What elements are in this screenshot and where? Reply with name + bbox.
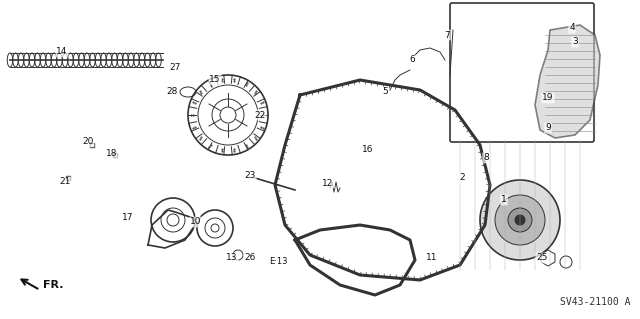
Text: 19: 19 [542, 93, 554, 102]
Text: 2: 2 [459, 174, 465, 182]
Polygon shape [535, 25, 600, 138]
Text: 14: 14 [56, 48, 68, 56]
Text: 27: 27 [170, 63, 180, 72]
Text: FR.: FR. [43, 280, 63, 290]
Text: 4: 4 [569, 24, 575, 33]
Circle shape [515, 215, 525, 225]
Text: 25: 25 [536, 254, 548, 263]
Text: 23: 23 [244, 170, 256, 180]
Text: 12: 12 [323, 179, 333, 188]
Text: 9: 9 [545, 123, 551, 132]
Text: 6: 6 [409, 56, 415, 64]
Text: 1: 1 [501, 196, 507, 204]
Text: 5: 5 [382, 87, 388, 97]
Text: 13: 13 [227, 254, 237, 263]
Text: 21: 21 [60, 177, 70, 187]
Text: 15: 15 [209, 76, 221, 85]
Text: 22: 22 [254, 110, 266, 120]
Text: 18: 18 [106, 149, 118, 158]
Text: SV43-21100 A: SV43-21100 A [559, 297, 630, 307]
Text: 3: 3 [572, 38, 578, 47]
Circle shape [508, 208, 532, 232]
Text: 20: 20 [83, 137, 93, 146]
Text: 10: 10 [190, 218, 202, 226]
Text: 8: 8 [483, 153, 489, 162]
Text: 11: 11 [426, 254, 438, 263]
Text: 17: 17 [122, 213, 134, 222]
Circle shape [480, 180, 560, 260]
Text: 28: 28 [166, 87, 178, 97]
Text: 26: 26 [244, 254, 256, 263]
Circle shape [495, 195, 545, 245]
Text: 16: 16 [362, 145, 374, 154]
Text: 7: 7 [444, 31, 450, 40]
Text: E·13: E·13 [269, 257, 287, 266]
